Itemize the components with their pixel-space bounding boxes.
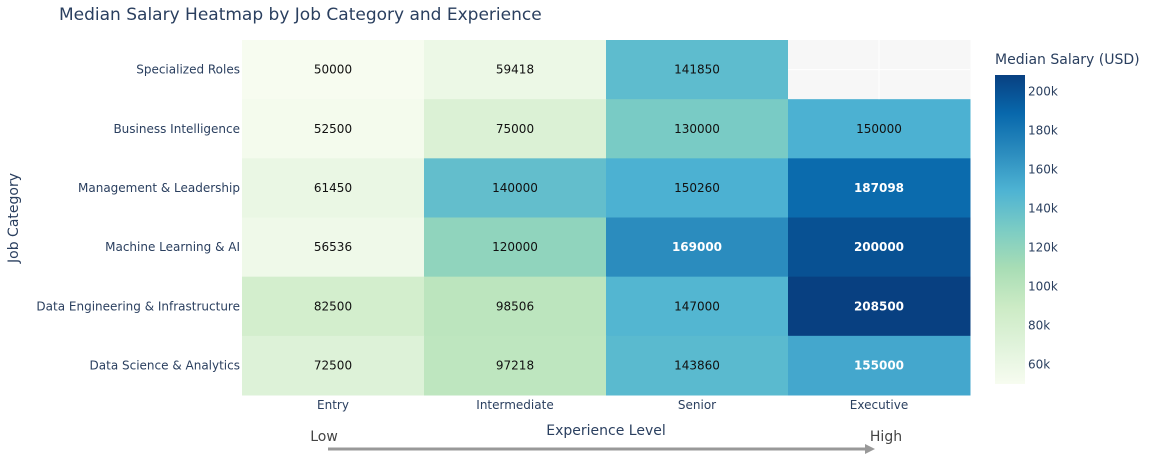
heatmap-cells [242,40,971,396]
cell-value-label: 143860 [674,358,720,372]
cell-value-label: 155000 [854,358,904,372]
y-tick-label: Business Intelligence [113,122,240,136]
cell-value-label: 141850 [674,63,720,77]
heatmap-cell-management-and-leadership-intermediate [424,158,607,218]
cell-value-label: 200000 [854,240,904,254]
cell-value-label: 150000 [856,122,902,136]
cell-value-label: 130000 [674,122,720,136]
y-tick-label: Specialized Roles [136,63,240,77]
cell-value-label: 208500 [854,299,904,313]
cell-value-label: 82500 [314,299,352,313]
colorbar-tick-label: 60k [1028,358,1050,372]
heatmap-cell-business-intelligence-intermediate [424,99,607,159]
low-annotation: Low [310,429,338,445]
x-tick-label: Entry [317,398,349,412]
cell-value-label: 147000 [674,299,720,313]
heatmap-cell-data-engineering-and-infrastructure-entry [242,276,425,337]
heatmap-cell-business-intelligence-senior [606,99,789,159]
colorbar-ticks: 60k 80k 100k 120k 140k 160k 180k 200k [1028,85,1058,372]
colorbar-tick-label: 120k [1028,241,1058,255]
colorbar-tick-label: 140k [1028,202,1058,216]
cell-value-label: 72500 [314,358,352,372]
colorbar-tick-label: 200k [1028,85,1058,99]
cell-value-label: 97218 [496,358,534,372]
cell-value-label: 50000 [314,63,352,77]
colorbar [995,75,1025,384]
heatmap-cell-data-science-and-analytics-intermediate [424,335,607,396]
cell-value-label: 120000 [492,240,538,254]
y-axis-ticks: Specialized Roles Business Intelligence Ma… [36,63,240,373]
cell-value-label: 75000 [496,122,534,136]
x-axis-title: Experience Level [546,423,665,439]
cell-value-label: 140000 [492,181,538,195]
cell-value-label: 98506 [496,299,534,313]
cell-value-label: 61450 [314,181,352,195]
heatmap-cell-specialized-roles-intermediate [424,40,607,100]
colorbar-tick-label: 100k [1028,280,1058,294]
y-tick-label: Data Engineering & Infrastructure [36,299,240,313]
heatmap-cell-machine-learning-and-ai-senior [606,217,789,278]
heatmap-cell-data-science-and-analytics-entry [242,335,425,396]
heatmap-cell-business-intelligence-entry [242,99,425,159]
x-axis-ticks: Entry Intermediate Senior Executive [317,398,908,412]
cell-value-label: 52500 [314,122,352,136]
cell-value-label: 59418 [496,63,534,77]
y-tick-label: Machine Learning & AI [105,240,240,254]
heatmap-cell-specialized-roles-senior [606,40,789,100]
colorbar-tick-label: 180k [1028,124,1058,138]
heatmap-cell-management-and-leadership-senior [606,158,789,218]
heatmap-cell-machine-learning-and-ai-entry [242,217,425,278]
colorbar-tick-label: 80k [1028,319,1050,333]
colorbar-title: Median Salary (USD) [995,52,1140,68]
x-tick-label: Executive [850,398,908,412]
chart-title: Median Salary Heatmap by Job Category an… [59,5,542,25]
y-tick-label: Data Science & Analytics [90,358,240,372]
heatmap-cell-management-and-leadership-executive [788,158,971,218]
heatmap-cell-business-intelligence-executive [788,99,971,159]
heatmap-cell-specialized-roles-entry [242,40,425,100]
heatmap-cell-labels: 50000 59418 141850 52500 75000 130000 150000 61… [314,63,904,373]
heatmap-cell-data-science-and-analytics-senior [606,335,789,396]
heatmap-cell-data-engineering-and-infrastructure-executive [788,276,971,337]
cell-value-label: 56536 [314,240,352,254]
x-tick-label: Senior [678,398,716,412]
heatmap-cell-data-engineering-and-infrastructure-intermediate [424,276,607,337]
cell-value-label: 169000 [672,240,722,254]
heatmap-cell-data-engineering-and-infrastructure-senior [606,276,789,337]
high-annotation: High [870,429,902,445]
cell-value-label: 150260 [674,181,720,195]
heatmap-cell-data-science-and-analytics-executive [788,335,971,396]
heatmap-cell-machine-learning-and-ai-intermediate [424,217,607,278]
colorbar-tick-label: 160k [1028,163,1058,177]
heatmap-cell-machine-learning-and-ai-executive [788,217,971,278]
y-tick-label: Management & Leadership [78,181,240,195]
x-tick-label: Intermediate [476,398,553,412]
heatmap-cell-management-and-leadership-entry [242,158,425,218]
y-axis-title: Job Category [6,173,22,264]
cell-value-label: 187098 [854,181,904,195]
